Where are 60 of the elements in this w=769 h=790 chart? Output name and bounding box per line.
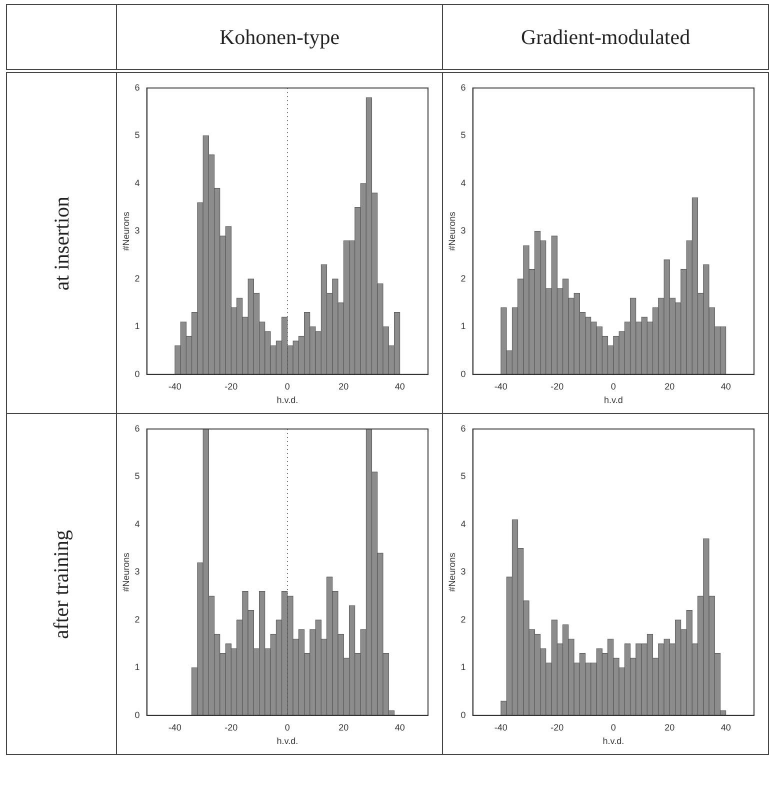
y-tick-label: 5	[134, 471, 140, 482]
y-axis-title: #Neurons	[446, 552, 457, 592]
y-tick-label: 6	[460, 82, 466, 92]
y-tick-label: 3	[460, 566, 466, 577]
x-tick-label: 40	[394, 381, 405, 392]
y-tick-label: 0	[134, 710, 140, 720]
x-tick-label: -20	[550, 381, 564, 392]
y-tick-label: 3	[134, 566, 140, 577]
y-tick-label: 0	[134, 368, 140, 379]
chart-title: Kohonen-type	[116, 4, 443, 71]
y-tick-label: 4	[460, 518, 466, 529]
y-tick-label: 0	[460, 368, 466, 379]
y-tick-label: 4	[134, 178, 140, 188]
y-tick-label: 5	[460, 130, 466, 140]
x-tick-label: -40	[168, 381, 182, 392]
x-tick-label: 20	[338, 381, 349, 392]
x-tick-label: 0	[610, 722, 616, 732]
y-tick-label: 5	[134, 130, 140, 140]
chart-title: Gradient-modulated	[442, 4, 769, 71]
y-axis-title: #Neurons	[446, 211, 457, 251]
x-tick-label: 0	[610, 381, 616, 392]
y-tick-label: 3	[460, 226, 466, 236]
y-tick-label: 0	[460, 710, 466, 720]
x-tick-label: 40	[720, 381, 731, 392]
x-tick-label: 20	[664, 722, 675, 732]
y-tick-label: 2	[460, 273, 466, 284]
y-tick-label: 4	[460, 178, 466, 188]
y-tick-label: 3	[134, 226, 140, 236]
x-tick-label: -40	[494, 381, 508, 392]
text: after training	[49, 529, 74, 639]
y-tick-label: 5	[460, 471, 466, 482]
x-tick-label: -20	[224, 381, 238, 392]
y-axis-title: #Neurons	[120, 552, 131, 592]
y-tick-label: 1	[134, 321, 140, 332]
y-tick-label: 1	[460, 662, 466, 672]
y-tick-label: 2	[134, 614, 140, 624]
text: at insertion	[49, 196, 74, 290]
x-tick-label: 0	[284, 722, 290, 732]
y-tick-label: 2	[460, 614, 466, 624]
y-tick-label: 1	[460, 321, 466, 332]
y-axis-title: #Neurons	[120, 211, 131, 251]
x-axis-title: h.v.d	[604, 395, 623, 406]
x-tick-label: -40	[168, 722, 182, 732]
x-tick-label: -20	[224, 722, 238, 732]
x-tick-label: 40	[394, 722, 405, 732]
x-tick-label: -20	[550, 722, 564, 732]
x-tick-label: 0	[284, 381, 290, 392]
x-axis-title: h.v.d.	[602, 736, 624, 746]
y-tick-label: 2	[134, 273, 140, 284]
x-tick-label: 20	[664, 381, 675, 392]
x-axis-title: h.v.d.	[276, 395, 298, 406]
x-tick-label: 40	[720, 722, 731, 732]
y-tick-label: 6	[134, 423, 140, 434]
y-tick-label: 4	[134, 518, 140, 529]
x-tick-label: 20	[338, 722, 349, 732]
y-tick-label: 6	[460, 423, 466, 434]
y-tick-label: 6	[134, 82, 140, 92]
x-axis-title: h.v.d.	[276, 736, 298, 746]
x-tick-label: -40	[494, 722, 508, 732]
y-tick-label: 1	[134, 662, 140, 672]
